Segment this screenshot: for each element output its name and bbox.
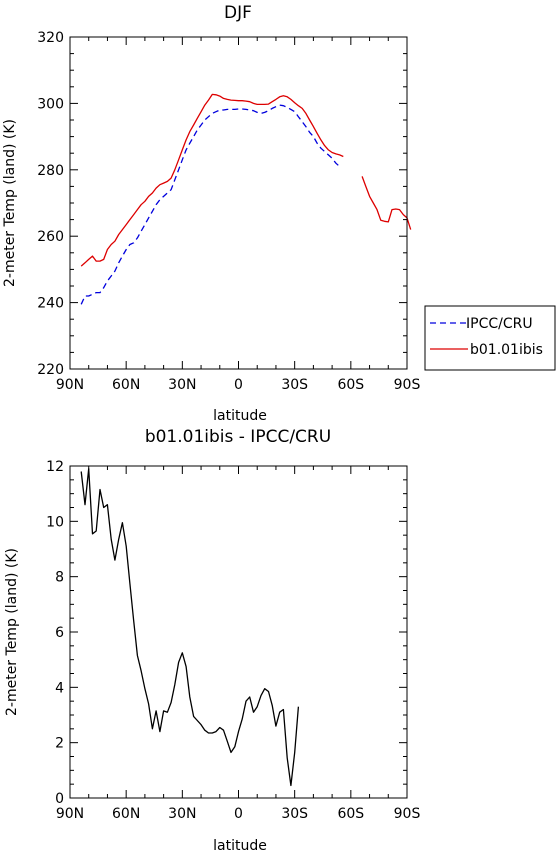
y-tick-label: 4 bbox=[55, 680, 64, 696]
x-tick-label: 90S bbox=[394, 377, 421, 393]
axis-ticks: 90N 60N 30N 0 30S 60S 90S 0 2 4 6 8 10 12 bbox=[46, 459, 420, 822]
series-line-b01-01ibis bbox=[361, 176, 412, 230]
x-tick-label: 90N bbox=[56, 377, 84, 393]
y-tick-label: 8 bbox=[55, 570, 64, 586]
y-axis-label: 2-meter Temp (land) (K) bbox=[2, 119, 18, 287]
y-axis-label: 2-meter Temp (land) (K) bbox=[4, 548, 20, 716]
x-tick-label: 30S bbox=[281, 377, 308, 393]
x-tick-label: 60S bbox=[337, 377, 364, 393]
y-tick-label: 10 bbox=[46, 514, 64, 530]
y-tick-label: 240 bbox=[37, 296, 64, 312]
y-tick-label: 12 bbox=[46, 459, 64, 475]
x-tick-label: 90S bbox=[394, 806, 421, 822]
axis-ticks: 90N 60N 30N 0 30S 60S 90S 220 240 260 280 300 320 bbox=[37, 30, 420, 393]
chart-title: b01.01ibis - IPCC/CRU bbox=[145, 427, 331, 447]
y-tick-label: 0 bbox=[55, 791, 64, 807]
x-tick-label: 60N bbox=[112, 377, 140, 393]
panel-difference: b01.01ibis - IPCC/CRU 90N 60N 30N 0 30S 60S 90… bbox=[4, 427, 420, 852]
y-tick-label: 220 bbox=[37, 362, 64, 378]
x-tick-label: 0 bbox=[234, 806, 243, 822]
x-axis-label: latitude bbox=[213, 408, 267, 424]
y-tick-label: 6 bbox=[55, 625, 64, 641]
y-tick-label: 280 bbox=[37, 163, 64, 179]
legend-label-ipcc-cru: IPCC/CRU bbox=[466, 316, 533, 332]
legend-frame bbox=[424, 305, 556, 371]
plot-series bbox=[80, 468, 300, 787]
legend-label-b01-01ibis: b01.01ibis bbox=[470, 342, 543, 358]
y-tick-label: 260 bbox=[37, 229, 64, 245]
x-tick-label: 30S bbox=[281, 806, 308, 822]
x-tick-label: 30N bbox=[168, 377, 196, 393]
panel-djf: DJF 90N 60N 30N 0 30S 60S 90S 220 240 260 280 300 32… bbox=[2, 3, 556, 424]
plot-frame bbox=[69, 465, 408, 799]
chart-title: DJF bbox=[224, 3, 252, 23]
plot-frame bbox=[69, 36, 408, 370]
plot-series bbox=[80, 93, 412, 305]
x-tick-label: 0 bbox=[234, 377, 243, 393]
series-line-b01-01ibis bbox=[80, 93, 344, 267]
y-tick-label: 320 bbox=[37, 30, 64, 46]
y-tick-label: 2 bbox=[55, 736, 64, 752]
x-tick-label: 90N bbox=[56, 806, 84, 822]
series-line-ipcc-cru bbox=[80, 104, 341, 305]
x-tick-label: 30N bbox=[168, 806, 196, 822]
legend: IPCC/CRU b01.01ibis bbox=[424, 305, 556, 371]
x-tick-label: 60S bbox=[337, 806, 364, 822]
series-line-difference bbox=[80, 468, 300, 787]
x-axis-label: latitude bbox=[213, 838, 267, 852]
y-tick-label: 300 bbox=[37, 96, 64, 112]
x-tick-label: 60N bbox=[112, 806, 140, 822]
